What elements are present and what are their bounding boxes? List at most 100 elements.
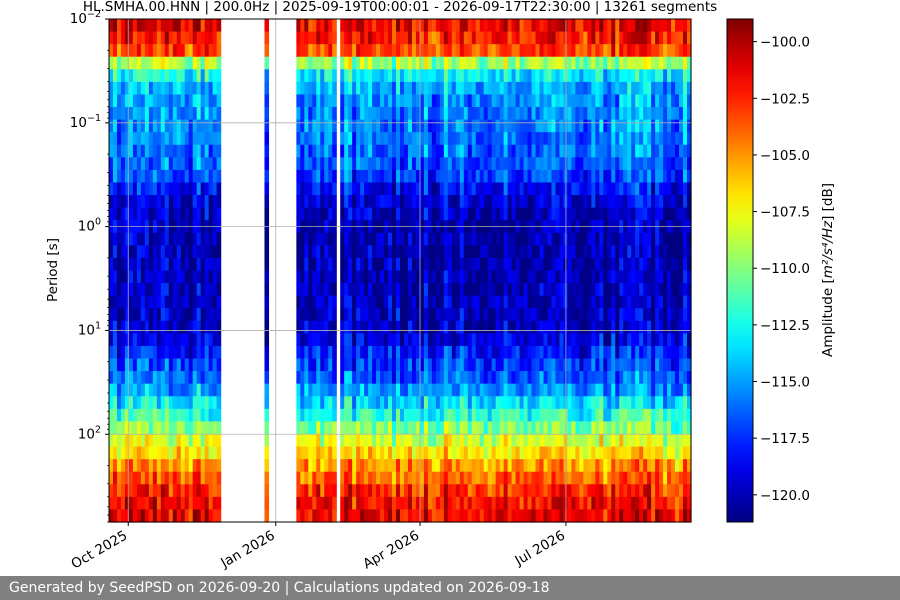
heatmap-cell [300,144,305,158]
heatmap-cell [112,94,118,108]
heatmap-cell [603,69,608,83]
heatmap-cell [376,509,381,523]
heatmap-cell [523,44,529,58]
heatmap-cell [467,232,473,246]
heatmap-cell [639,119,644,133]
heatmap-cell [587,107,592,121]
heatmap-cell [511,308,517,322]
heatmap-cell [443,182,449,196]
heatmap-cell [663,333,668,347]
heatmap-cell [519,81,525,96]
heatmap-cell [364,459,369,473]
heatmap-cell [136,371,142,385]
heatmap-cell [659,132,664,146]
heatmap-cell [503,132,509,146]
heatmap-cell [136,433,142,448]
heatmap-cell [567,421,573,435]
heatmap-cell [463,44,469,58]
heatmap-cell [308,433,313,448]
heatmap-cell [427,207,433,221]
heatmap-cell [527,484,533,498]
heatmap-cell [543,132,549,146]
heatmap-cell [487,245,493,259]
heatmap-cell [304,509,309,523]
heatmap-cell [539,144,545,158]
heatmap-cell [631,245,636,259]
heatmap-cell [124,433,130,448]
heatmap-cell [184,107,190,121]
heatmap-cell [208,421,214,435]
heatmap-cell [651,320,656,334]
heatmap-cell [200,81,206,96]
heatmap-cell [451,257,457,272]
heatmap-cell [639,446,644,460]
heatmap-cell [651,119,656,133]
heatmap-cell [403,144,409,158]
heatmap-cell [575,471,580,485]
heatmap-cell [675,320,680,334]
heatmap-cell [184,446,190,460]
heatmap-cell [455,257,461,272]
heatmap-cell [180,283,186,297]
heatmap-cell [328,94,333,108]
heatmap-cell [499,509,505,523]
heatmap-cell [471,169,477,184]
heatmap-cell [611,471,616,485]
heatmap-cell [340,207,345,221]
heatmap-cell [128,19,134,33]
heatmap-cell [148,320,154,334]
heatmap-cell [136,195,142,209]
heatmap-cell [384,232,389,246]
heatmap-cell [356,195,361,209]
heatmap-cell [511,232,517,246]
heatmap-cell [575,119,580,133]
heatmap-cell [447,195,453,209]
heatmap-cell [415,107,421,121]
heatmap-cell [663,446,668,460]
heatmap-cell [431,471,437,485]
heatmap-cell [411,345,417,360]
heatmap-cell [316,421,321,435]
heatmap-cell [184,283,190,297]
heatmap-cell [109,169,114,184]
heatmap-cell [479,270,485,284]
heatmap-cell [651,283,656,297]
heatmap-cell [427,144,433,158]
heatmap-cell [180,471,186,485]
heatmap-cell [487,295,493,309]
heatmap-cell [635,31,640,45]
heatmap-cell [547,333,553,347]
heatmap-cell [615,119,620,133]
heatmap-cell [407,433,413,448]
heatmap-cell [300,484,305,498]
heatmap-cell [407,195,413,209]
heatmap-cell [671,308,676,322]
heatmap-cell [120,195,126,209]
heatmap-cell [212,232,218,246]
heatmap-cell [212,396,218,410]
heatmap-cell [200,509,206,523]
heatmap-cell [396,496,401,511]
heatmap-cell [308,459,313,473]
heatmap-cell [515,358,521,372]
heatmap-cell [144,484,150,498]
heatmap-cell [368,132,373,146]
heatmap-cell [583,44,588,58]
heatmap-cell [543,195,549,209]
heatmap-cell [200,295,206,309]
heatmap-cell [312,295,317,309]
heatmap-cell [168,333,174,347]
heatmap-cell [679,56,684,70]
heatmap-cell [675,421,680,435]
heatmap-cell [140,119,146,133]
heatmap-cell [368,308,373,322]
heatmap-cell [384,119,389,133]
heatmap-cell [487,257,493,272]
heatmap-cell [487,195,493,209]
heatmap-cell [140,471,146,485]
heatmap-cell [300,408,305,422]
heatmap-cell [679,396,684,410]
heatmap-cell [527,107,533,121]
heatmap-cell [587,371,592,385]
